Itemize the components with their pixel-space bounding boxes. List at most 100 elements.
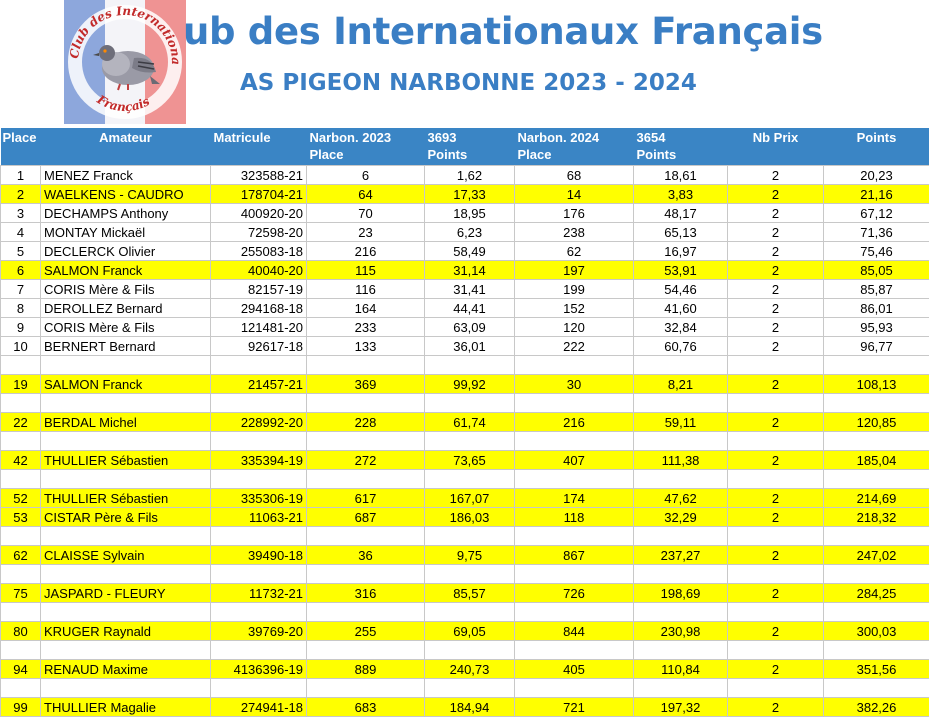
empty-cell xyxy=(424,469,515,489)
empty-cell xyxy=(823,469,929,489)
empty-cell xyxy=(823,564,929,584)
empty-cell xyxy=(727,602,824,622)
cell-points-2023: 31,14 xyxy=(424,260,515,280)
cell-place: 7 xyxy=(0,279,41,299)
cell-points-2024: 198,69 xyxy=(633,583,728,603)
empty-cell xyxy=(514,526,634,546)
empty-cell xyxy=(210,469,307,489)
cell-matricule: 255083-18 xyxy=(210,241,307,261)
cell-place-2023: 233 xyxy=(306,317,425,337)
cell-amateur: SALMON Franck xyxy=(40,260,211,280)
cell-place-2024: 174 xyxy=(514,488,634,508)
cell-amateur: BERDAL Michel xyxy=(40,412,211,432)
empty-cell xyxy=(633,602,728,622)
cell-place: 8 xyxy=(0,298,41,318)
empty-cell xyxy=(0,678,41,698)
cell-points: 71,36 xyxy=(823,222,929,242)
cell-nb-prix: 2 xyxy=(727,260,824,280)
cell-matricule: 39769-20 xyxy=(210,621,307,641)
empty-cell xyxy=(0,564,41,584)
column-header-points-3693: 3693 Points xyxy=(424,128,515,166)
cell-nb-prix: 2 xyxy=(727,659,824,679)
cell-points-2023: 1,62 xyxy=(424,165,515,185)
empty-cell xyxy=(210,640,307,660)
cell-place: 22 xyxy=(0,412,41,432)
cell-amateur: THULLIER Sébastien xyxy=(40,450,211,470)
empty-cell xyxy=(823,393,929,413)
cell-amateur: CISTAR Père & Fils xyxy=(40,507,211,527)
column-header-nb-prix: Nb Prix xyxy=(727,128,824,166)
cell-points-2024: 18,61 xyxy=(633,165,728,185)
table-row: 5 DECLERCK Olivier 255083-18 216 58,49 62 16,9… xyxy=(0,241,929,261)
cell-nb-prix: 2 xyxy=(727,412,824,432)
cell-place-2023: 133 xyxy=(306,336,425,356)
cell-amateur: THULLIER Magalie xyxy=(40,697,211,717)
empty-cell xyxy=(727,640,824,660)
cell-place: 1 xyxy=(0,165,41,185)
empty-cell xyxy=(0,393,41,413)
cell-matricule: 228992-20 xyxy=(210,412,307,432)
cell-place-2024: 726 xyxy=(514,583,634,603)
cell-place: 19 xyxy=(0,374,41,394)
cell-place-2024: 199 xyxy=(514,279,634,299)
cell-points: 185,04 xyxy=(823,450,929,470)
cell-amateur: RENAUD Maxime xyxy=(40,659,211,679)
empty-cell xyxy=(210,602,307,622)
cell-points-2024: 111,38 xyxy=(633,450,728,470)
cell-matricule: 39490-18 xyxy=(210,545,307,565)
column-header-line2: Points xyxy=(427,147,468,162)
empty-cell xyxy=(210,355,307,375)
table-row: 3 DECHAMPS Anthony 400920-20 70 18,95 176 48,1… xyxy=(0,203,929,223)
cell-place-2024: 407 xyxy=(514,450,634,470)
column-header-line1: Place xyxy=(2,130,37,145)
empty-cell xyxy=(823,526,929,546)
empty-cell xyxy=(424,640,515,660)
cell-matricule: 274941-18 xyxy=(210,697,307,717)
cell-points-2023: 9,75 xyxy=(424,545,515,565)
cell-points-2024: 48,17 xyxy=(633,203,728,223)
cell-place: 80 xyxy=(0,621,41,641)
empty-cell xyxy=(0,355,41,375)
empty-cell xyxy=(633,431,728,451)
cell-amateur: CORIS Mère & Fils xyxy=(40,279,211,299)
column-header-line1: 3693 xyxy=(427,130,457,145)
empty-cell xyxy=(40,355,211,375)
cell-place: 53 xyxy=(0,507,41,527)
spacer-row xyxy=(0,469,929,489)
empty-cell xyxy=(514,602,634,622)
cell-place-2023: 64 xyxy=(306,184,425,204)
cell-place-2023: 255 xyxy=(306,621,425,641)
cell-points-2024: 16,97 xyxy=(633,241,728,261)
column-header-narbon-2024-place: Narbon. 2024 Place xyxy=(514,128,634,166)
cell-nb-prix: 2 xyxy=(727,621,824,641)
spacer-row xyxy=(0,640,929,660)
cell-nb-prix: 2 xyxy=(727,374,824,394)
cell-place-2023: 6 xyxy=(306,165,425,185)
column-header-line1: Amateur xyxy=(99,130,152,145)
empty-cell xyxy=(633,564,728,584)
empty-cell xyxy=(40,678,211,698)
cell-place: 52 xyxy=(0,488,41,508)
empty-cell xyxy=(306,526,425,546)
cell-points-2023: 63,09 xyxy=(424,317,515,337)
cell-amateur: DEROLLEZ Bernard xyxy=(40,298,211,318)
cell-place-2024: 405 xyxy=(514,659,634,679)
cell-place-2023: 316 xyxy=(306,583,425,603)
cell-amateur: CLAISSE Sylvain xyxy=(40,545,211,565)
cell-points-2024: 47,62 xyxy=(633,488,728,508)
cell-place: 2 xyxy=(0,184,41,204)
cell-points-2023: 69,05 xyxy=(424,621,515,641)
cell-points-2024: 54,46 xyxy=(633,279,728,299)
cell-points-2023: 186,03 xyxy=(424,507,515,527)
empty-cell xyxy=(306,431,425,451)
spacer-row xyxy=(0,431,929,451)
table-row: 10 BERNERT Bernard 92617-18 133 36,01 222 60,7… xyxy=(0,336,929,356)
cell-points-2023: 99,92 xyxy=(424,374,515,394)
cell-points: 300,03 xyxy=(823,621,929,641)
cell-points: 351,56 xyxy=(823,659,929,679)
cell-amateur: KRUGER Raynald xyxy=(40,621,211,641)
cell-points-2024: 65,13 xyxy=(633,222,728,242)
cell-place: 4 xyxy=(0,222,41,242)
table-row: 99 THULLIER Magalie 274941-18 683 184,94 721 1… xyxy=(0,697,929,717)
cell-points-2024: 110,84 xyxy=(633,659,728,679)
